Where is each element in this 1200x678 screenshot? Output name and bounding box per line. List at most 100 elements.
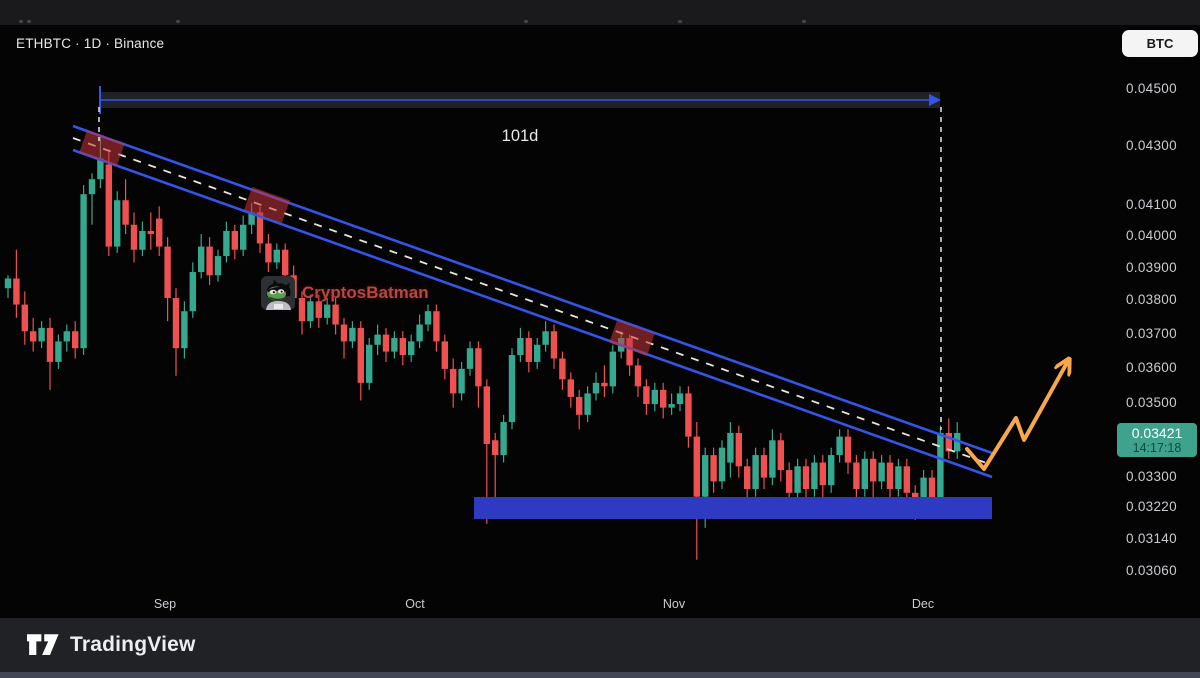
candle [525,331,532,373]
channel-lower-line [72,148,993,479]
candle [601,365,608,397]
candle [13,249,20,318]
candle [466,341,474,376]
candle [794,458,801,501]
candle [651,382,658,412]
candle [122,179,129,235]
tradingview-logo[interactable]: TradingView [27,633,196,657]
candle [475,341,482,408]
candle [500,414,507,463]
candle [441,334,448,380]
price-tick-label: 0.03800 [1126,292,1177,308]
candle [508,348,516,430]
pepe-batman-avatar-icon [261,276,295,310]
candle [870,451,877,505]
candle [878,455,885,490]
candle [660,382,667,419]
candle [735,425,742,478]
time-tick-label: Oct [405,597,425,611]
candle [172,288,180,376]
price-tick-label: 0.03060 [1126,562,1177,578]
candle [886,455,894,501]
candle [424,304,432,332]
price-tick-label: 0.03700 [1126,325,1177,341]
measure-arrowhead [929,94,941,106]
candle [685,386,692,448]
candle [559,351,566,390]
candle [542,321,549,352]
channel-upper-line [72,124,993,455]
candle [718,440,726,490]
toolbar-dot [802,20,806,23]
tradingview-logo-icon [27,634,59,656]
toolbar-dot [19,20,23,23]
candle [550,324,558,369]
price-tick-label: 0.04300 [1126,137,1177,153]
candle [668,393,675,415]
currency-toggle-button[interactable]: BTC [1122,30,1198,57]
price-tick-label: 0.03600 [1126,359,1177,375]
candle [21,291,28,345]
last-price-label: 0.03421 14:17:18 [1117,423,1197,457]
breakout-projection-arrow [965,361,1068,471]
tradingview-brand-text: TradingView [70,633,196,656]
time-tick-label: Nov [662,597,686,611]
cropped-browser-toolbar [0,0,1200,25]
time-axis[interactable]: Sep Oct Nov Dec [0,593,1100,618]
candle [853,455,860,501]
candle [72,321,79,359]
candle [80,185,87,356]
candle [240,215,247,257]
candle [844,429,852,474]
candle [307,294,314,328]
candle [231,224,238,260]
time-tick-label: Dec [911,597,935,611]
candle [408,334,415,362]
candle [139,221,146,257]
candle [223,221,230,263]
price-tick-label: 0.04500 [1126,81,1177,96]
candle [937,425,944,509]
candle [752,447,759,497]
price-tick-label: 0.04100 [1126,197,1177,213]
candle [492,432,499,509]
toolbar-dot [27,20,31,23]
candle [30,317,37,352]
bar-countdown: 14:17:18 [1132,440,1182,455]
candle [643,379,650,415]
candle [399,331,406,366]
candle [374,324,381,356]
candle [130,212,138,263]
candle [105,149,112,257]
candle [458,361,465,401]
candle [710,447,717,493]
candle [181,301,188,359]
candle [38,321,45,349]
candle [634,358,642,397]
candle [298,291,306,335]
symbol-title: ETHBTC · 1D · Binance [16,36,165,51]
candle [592,372,600,401]
channel-touch-box [244,186,290,224]
candle [206,237,213,285]
candle [63,324,70,352]
watermark-text: CryptosBatman [302,283,429,302]
candle [340,317,348,359]
candle [836,429,843,463]
candles-layer [4,135,961,560]
candle [46,317,54,390]
candle [357,321,364,401]
candle [861,451,868,497]
toolbar-dot [176,20,180,23]
price-axis[interactable]: 0.04500 0.04300 0.04100 0.04000 0.03900 0.038… [1100,25,1200,595]
price-tick-label: 0.03500 [1126,395,1177,411]
candle [366,338,373,390]
candle [802,458,810,501]
chart-canvas-background[interactable] [0,25,1200,618]
candle [55,334,62,369]
candle [676,386,684,412]
footer-bar: TradingView [0,618,1200,672]
candle [895,458,902,497]
